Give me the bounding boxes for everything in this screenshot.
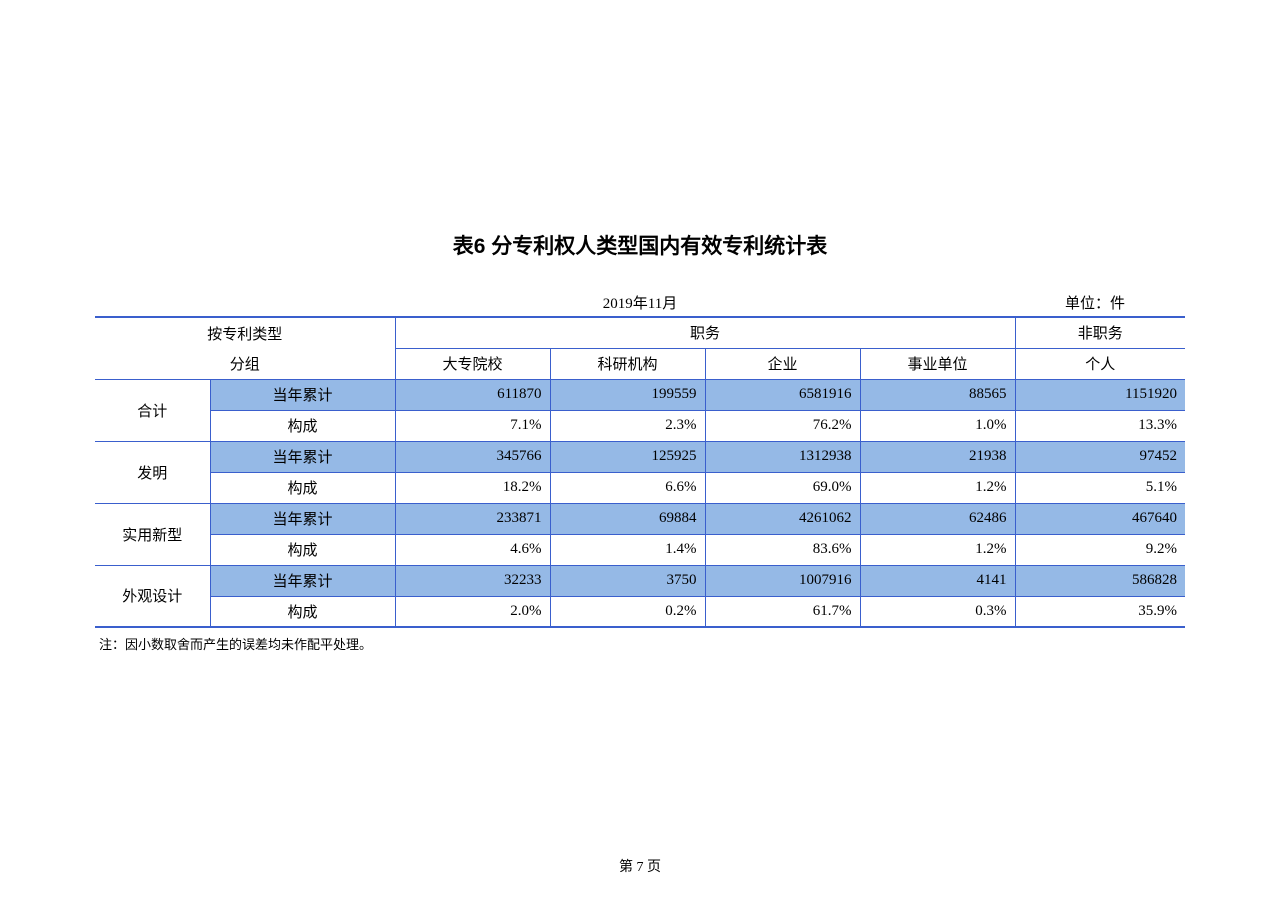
group-label: 发明 <box>95 441 210 503</box>
hdr-nonduty-group: 非职务 <box>1015 317 1185 348</box>
page-number: 第 7 页 <box>619 856 661 876</box>
cell: 2.3% <box>550 410 705 441</box>
sub-label: 构成 <box>210 534 395 565</box>
cell: 76.2% <box>705 410 860 441</box>
cell: 1007916 <box>705 565 860 596</box>
cell: 1.4% <box>550 534 705 565</box>
cell: 61.7% <box>705 596 860 627</box>
sub-label: 构成 <box>210 410 395 441</box>
cell: 4.6% <box>395 534 550 565</box>
data-table: 按专利类型 职务 非职务 分组 大专院校 科研机构 企业 事业单位 个人 合计 … <box>95 316 1185 628</box>
cell: 97452 <box>1015 441 1185 472</box>
cell: 83.6% <box>705 534 860 565</box>
sub-label: 当年累计 <box>210 565 395 596</box>
cell: 69.0% <box>705 472 860 503</box>
cell: 3750 <box>550 565 705 596</box>
cell: 0.3% <box>860 596 1015 627</box>
group-label: 外观设计 <box>95 565 210 627</box>
unit-label: 单位：件 <box>1065 292 1125 313</box>
cell: 467640 <box>1015 503 1185 534</box>
table-title: 表6 分专利权人类型国内有效专利统计表 <box>95 230 1185 260</box>
table-row: 外观设计 当年累计 32233 3750 1007916 4141 586828 <box>95 565 1185 596</box>
header-row-2: 分组 大专院校 科研机构 企业 事业单位 个人 <box>95 348 1185 379</box>
cell: 0.2% <box>550 596 705 627</box>
cell: 199559 <box>550 379 705 410</box>
sub-label: 构成 <box>210 472 395 503</box>
cell: 13.3% <box>1015 410 1185 441</box>
cell: 5.1% <box>1015 472 1185 503</box>
table-row: 构成 4.6% 1.4% 83.6% 1.2% 9.2% <box>95 534 1185 565</box>
hdr-col-4: 个人 <box>1015 348 1185 379</box>
group-label: 合计 <box>95 379 210 441</box>
cell: 586828 <box>1015 565 1185 596</box>
cell: 4141 <box>860 565 1015 596</box>
date-label: 2019年11月 <box>603 292 677 313</box>
cell: 1151920 <box>1015 379 1185 410</box>
cell: 9.2% <box>1015 534 1185 565</box>
table-row: 合计 当年累计 611870 199559 6581916 88565 1151… <box>95 379 1185 410</box>
hdr-group-line2: 分组 <box>95 348 395 379</box>
hdr-col-3: 事业单位 <box>860 348 1015 379</box>
cell: 32233 <box>395 565 550 596</box>
cell: 1.0% <box>860 410 1015 441</box>
cell: 35.9% <box>1015 596 1185 627</box>
cell: 4261062 <box>705 503 860 534</box>
hdr-group-line1: 按专利类型 <box>95 317 395 348</box>
cell: 345766 <box>395 441 550 472</box>
cell: 1312938 <box>705 441 860 472</box>
cell: 7.1% <box>395 410 550 441</box>
cell: 21938 <box>860 441 1015 472</box>
cell: 18.2% <box>395 472 550 503</box>
cell: 62486 <box>860 503 1015 534</box>
cell: 6.6% <box>550 472 705 503</box>
cell: 88565 <box>860 379 1015 410</box>
table-row: 构成 18.2% 6.6% 69.0% 1.2% 5.1% <box>95 472 1185 503</box>
cell: 125925 <box>550 441 705 472</box>
hdr-col-1: 科研机构 <box>550 348 705 379</box>
meta-row: 2019年11月 单位：件 <box>95 292 1185 314</box>
cell: 1.2% <box>860 534 1015 565</box>
sub-label: 当年累计 <box>210 441 395 472</box>
cell: 2.0% <box>395 596 550 627</box>
hdr-col-0: 大专院校 <box>395 348 550 379</box>
table-row: 构成 7.1% 2.3% 76.2% 1.0% 13.3% <box>95 410 1185 441</box>
cell: 233871 <box>395 503 550 534</box>
cell: 1.2% <box>860 472 1015 503</box>
table-row: 构成 2.0% 0.2% 61.7% 0.3% 35.9% <box>95 596 1185 627</box>
sub-label: 当年累计 <box>210 503 395 534</box>
group-label: 实用新型 <box>95 503 210 565</box>
cell: 69884 <box>550 503 705 534</box>
hdr-col-2: 企业 <box>705 348 860 379</box>
cell: 611870 <box>395 379 550 410</box>
hdr-duty-group: 职务 <box>395 317 1015 348</box>
header-row-1: 按专利类型 职务 非职务 <box>95 317 1185 348</box>
sub-label: 构成 <box>210 596 395 627</box>
footnote: 注：因小数取舍而产生的误差均未作配平处理。 <box>95 634 1185 653</box>
sub-label: 当年累计 <box>210 379 395 410</box>
cell: 6581916 <box>705 379 860 410</box>
table-row: 实用新型 当年累计 233871 69884 4261062 62486 467… <box>95 503 1185 534</box>
table-row: 发明 当年累计 345766 125925 1312938 21938 9745… <box>95 441 1185 472</box>
